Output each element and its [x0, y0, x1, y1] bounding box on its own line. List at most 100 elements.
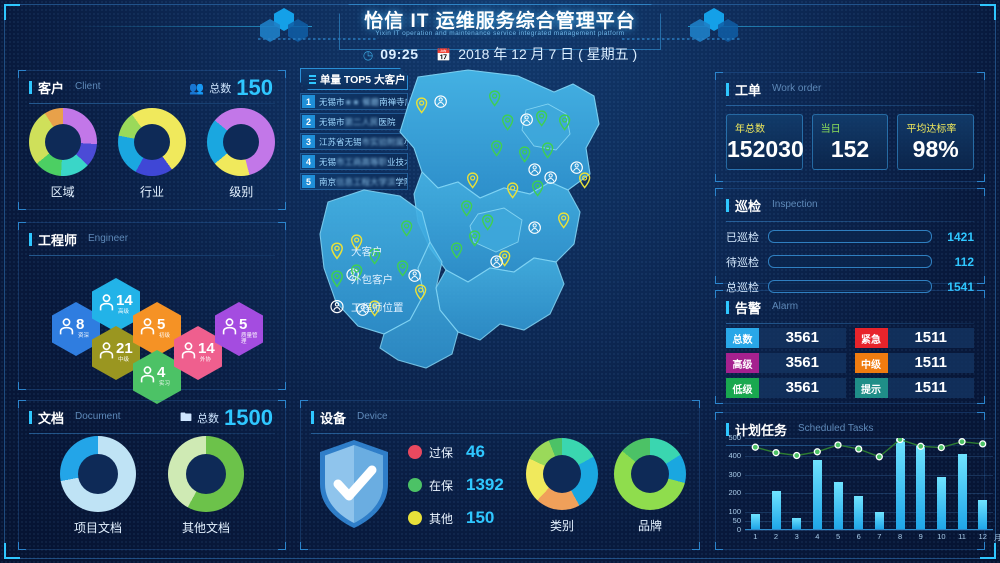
map-engineer-marker[interactable]: [434, 95, 447, 108]
chart-bar[interactable]: [874, 512, 884, 529]
chart-x-tick-label: 9: [918, 532, 923, 541]
map-pin-marker[interactable]: [400, 220, 413, 237]
chart-x-tick-label: 2: [773, 532, 779, 541]
region-map[interactable]: [318, 62, 708, 407]
alarm-cell[interactable]: 总数 3561: [726, 328, 846, 348]
map-engineer-marker[interactable]: [356, 303, 369, 316]
chart-bar[interactable]: [916, 445, 926, 529]
alarm-panel: 告警 Alarm 总数 3561 紧急 1511 高级 3561 中级 1511 低级 …: [715, 290, 985, 404]
map-pin-marker[interactable]: [368, 248, 381, 265]
engineer-hex-tile[interactable]: 21 中级: [92, 326, 140, 380]
map-pin-marker[interactable]: [450, 242, 463, 259]
engineer-hex-tile[interactable]: 4 实习: [133, 350, 181, 404]
engineer-hex-tile[interactable]: 14 外协: [174, 326, 222, 380]
chart-bar[interactable]: [792, 517, 802, 529]
person-icon: [140, 366, 155, 383]
map-pin-marker[interactable]: [350, 234, 363, 251]
inspection-progress-track: [768, 280, 932, 293]
map-pin-marker[interactable]: [535, 110, 548, 127]
map-pin-marker[interactable]: [368, 300, 381, 317]
map-pin-marker[interactable]: [557, 212, 570, 229]
map-pin-marker[interactable]: [460, 200, 473, 217]
chart-bar[interactable]: [771, 491, 781, 529]
chart-x-tick-label: 8: [897, 532, 903, 541]
engineer-panel: 工程师 Engineer 8 资深 14 高级 21 中级 5 初级: [18, 222, 286, 404]
engineer-hex-grid: 8 资深 14 高级 21 中级 5 初级 4 实习 14 外协: [30, 258, 282, 404]
map-pin-marker[interactable]: [488, 90, 501, 107]
map-pin-marker[interactable]: [350, 264, 363, 281]
header-datetime: ◷ 09:25 📅 2018 年 12 月 7 日 ( 星期五 ): [0, 44, 1000, 64]
map-subregion-a[interactable]: [521, 103, 571, 151]
map-pin-marker[interactable]: [541, 142, 554, 159]
chart-x-axis: [745, 529, 993, 530]
map-engineer-marker[interactable]: [570, 161, 583, 174]
map-pin-marker[interactable]: [498, 250, 511, 267]
work-order-card[interactable]: 当日 152: [811, 114, 889, 170]
map-pin-marker[interactable]: [466, 172, 479, 189]
map-pin-marker[interactable]: [396, 260, 409, 277]
donut-item: 项目文档: [60, 436, 136, 536]
chart-bar[interactable]: [978, 500, 988, 529]
map-pin-marker[interactable]: [531, 180, 544, 197]
chart-bar[interactable]: [750, 514, 760, 529]
engineer-hex-tile[interactable]: 5 初级: [133, 302, 181, 356]
engineer-hex-tile[interactable]: 5 质量管理: [215, 302, 263, 356]
top5-row[interactable]: 3 江苏省无锡市实验附属小学: [300, 133, 408, 150]
engineer-hex-tile[interactable]: 14 高级: [92, 278, 140, 332]
map-pin-marker[interactable]: [414, 284, 427, 301]
client-title-zh: 客户: [38, 81, 65, 96]
alarm-cell[interactable]: 紧急 1511: [854, 328, 974, 348]
legend-item-engineer-location: 工程师位置: [330, 298, 404, 316]
map-pin-marker[interactable]: [468, 230, 481, 247]
map-pin-marker[interactable]: [501, 114, 514, 131]
map-pin-marker[interactable]: [518, 146, 531, 163]
engineer-hex-value: 5: [239, 316, 248, 333]
chart-y-tick-label: 400: [728, 451, 741, 461]
cross-circle-icon: [408, 445, 422, 459]
alarm-title-en: Alarm: [772, 301, 799, 312]
chart-bar[interactable]: [854, 495, 864, 529]
alarm-cell[interactable]: 低级 3561: [726, 378, 846, 398]
top5-row[interactable]: 4 无锡市工商高等职业技术学校: [300, 153, 408, 170]
top5-row[interactable]: 1 无锡市★★ 餐廳南禅寺店: [300, 93, 408, 110]
work-order-card-value: 152030: [727, 136, 804, 162]
donut-caption: 类别: [549, 519, 574, 533]
document-title-zh: 文档: [38, 411, 65, 426]
device-panel-header: 设备 Device: [311, 409, 689, 427]
chart-bar[interactable]: [895, 438, 905, 529]
map-pin-marker[interactable]: [506, 182, 519, 199]
map-engineer-marker[interactable]: [408, 269, 421, 282]
map-svg[interactable]: [318, 62, 708, 407]
chart-gridline: 0: [737, 525, 993, 534]
top5-customer-name: 江苏省无锡市实验附属小学: [319, 136, 407, 147]
map-engineer-marker[interactable]: [490, 255, 503, 268]
map-engineer-marker[interactable]: [528, 221, 541, 234]
work-order-card[interactable]: 年总数 152030: [726, 114, 804, 170]
map-engineer-marker[interactable]: [528, 163, 541, 176]
alarm-value: 3561: [785, 354, 819, 371]
alarm-cell[interactable]: 提示 1511: [854, 378, 974, 398]
chart-bars: [745, 438, 993, 529]
top5-rank: 4: [302, 155, 315, 168]
map-markers[interactable]: [346, 90, 591, 317]
alarm-cell[interactable]: 高级 3561: [726, 353, 846, 373]
alarm-cell[interactable]: 中级 1511: [854, 353, 974, 373]
chart-bar-column: [890, 438, 911, 529]
map-pin-marker[interactable]: [558, 114, 571, 131]
map-regions[interactable]: [319, 69, 600, 369]
device-stat-value: 150: [466, 508, 495, 527]
map-pin-marker[interactable]: [481, 214, 494, 231]
map-pin-marker[interactable]: [578, 172, 591, 189]
chart-bar[interactable]: [957, 454, 967, 529]
legend-item-outsourced-customer: 外包客户: [330, 270, 404, 288]
chart-bar[interactable]: [833, 482, 843, 529]
map-engineer-marker[interactable]: [520, 113, 533, 126]
map-pin-marker[interactable]: [415, 97, 428, 114]
map-pin-marker[interactable]: [490, 140, 503, 157]
top5-row[interactable]: 5 南京信息工程大学滨学院无锡校区: [300, 173, 408, 190]
chart-bar[interactable]: [936, 477, 946, 529]
map-engineer-marker[interactable]: [544, 171, 557, 184]
work-order-card[interactable]: 平均达标率 98%: [897, 114, 975, 170]
dashboard-header: 怡信 IT 运维服务综合管理平台 Yixin IT operation and …: [0, 0, 1000, 68]
chart-bar[interactable]: [812, 460, 822, 529]
